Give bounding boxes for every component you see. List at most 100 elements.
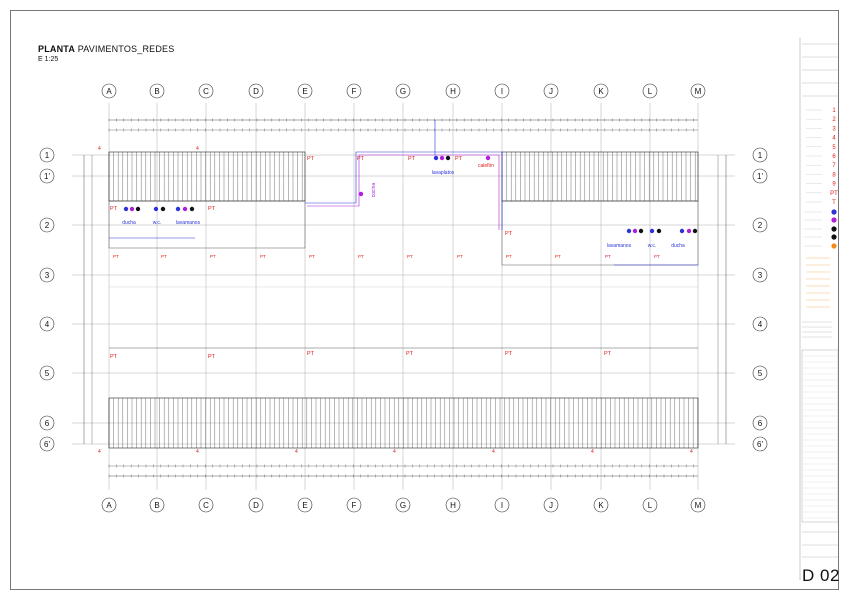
grid-bubble-right-1-label: 1' — [757, 172, 763, 181]
grid-bubble-bottom-C-label: C — [203, 501, 209, 510]
legend-number-1: 2 — [832, 117, 836, 123]
legend-number-6: 7 — [832, 163, 836, 169]
fixture-point — [686, 228, 692, 234]
grid-bubble-bottom-E-label: E — [302, 501, 307, 510]
grid-bubble-left-7-label: 6' — [44, 440, 50, 449]
grid-bubble-left-0-label: 1 — [45, 151, 50, 160]
dimension-lines — [83, 118, 727, 478]
room-outline — [108, 200, 306, 249]
grid-bubble-bottom-I-circle — [494, 497, 510, 513]
fixture-label-lavaplatos: lavaplatos — [432, 170, 455, 176]
grid-bubble-top-E-label: E — [302, 87, 307, 96]
pt-marker: PT — [605, 254, 611, 259]
grid-bubbles: A A B B C C D D E E F F G G H H I I J J K K L L M M 1 1 1' 1' 2 2 3 3 4 4 5 5… — [39, 83, 768, 513]
pt-marker: PT — [358, 254, 364, 259]
grid-bubble-bottom-C-circle — [198, 497, 214, 513]
grid-bubble-right-2-label: 2 — [758, 221, 763, 230]
grid-bubble-right-5-label: 5 — [758, 369, 763, 378]
grid-bubble-left-5-circle — [39, 365, 55, 381]
marker-four: 4 — [492, 449, 495, 455]
fixture-label-cocina: cocina — [371, 183, 377, 198]
legend-number-10: T — [832, 200, 836, 206]
grid-bubble-bottom-L-circle — [642, 497, 658, 513]
grid-bubble-left-1-circle — [39, 168, 55, 184]
pt-marker: PT — [555, 254, 561, 259]
grid-bubble-bottom-A-label: A — [106, 501, 112, 510]
deck-outline — [501, 151, 699, 202]
pt-marker: PT — [307, 351, 315, 357]
legend-dot — [831, 226, 837, 232]
pt-marker: PT — [505, 231, 513, 237]
grid-bubble-left-4-label: 4 — [45, 320, 50, 329]
deck-boards — [108, 151, 699, 449]
fixture-point — [632, 228, 638, 234]
legend-number-8: 9 — [832, 182, 836, 188]
fixture-point — [123, 206, 129, 212]
legend-dot — [831, 243, 837, 249]
grid-bubble-top-F-label: F — [352, 87, 357, 96]
grid-bubble-top-H-circle — [445, 83, 461, 99]
grid-bubble-top-D-label: D — [253, 87, 259, 96]
fixture-point — [485, 155, 491, 161]
fixture-point — [358, 191, 364, 197]
grid-bubble-top-G-circle — [395, 83, 411, 99]
grid-bubble-top-A-label: A — [106, 87, 112, 96]
grid-bubble-top-J-circle — [543, 83, 559, 99]
grid-bubble-right-0-circle — [752, 147, 768, 163]
pt-marker: PT — [210, 254, 216, 259]
grid-bubble-top-A-circle — [101, 83, 117, 99]
fixture-point — [445, 155, 451, 161]
legend-number-7: 8 — [832, 172, 836, 178]
sidebar-legend: 1 2 3 4 5 6 7 8 9 PT T — [799, 38, 839, 580]
fixture-point — [129, 206, 135, 212]
fixture-point — [649, 228, 655, 234]
marker-four: 4 — [295, 449, 298, 455]
grid-bubble-left-0-circle — [39, 147, 55, 163]
grid-bubble-top-L-circle — [642, 83, 658, 99]
fixture-point — [626, 228, 632, 234]
grid-bubble-top-K-circle — [593, 83, 609, 99]
drawing-title: PLANTA PAVIMENTOS_REDES — [38, 44, 175, 54]
pt-markers: PT PT PT PT PT PT PT PT PT PT PT PT PT PT PT PT PT PT PT PT… — [98, 146, 693, 455]
pt-marker: PT — [457, 254, 463, 259]
pt-marker: PT — [408, 156, 416, 162]
grid-bubble-top-L-label: L — [648, 87, 653, 96]
fixture-point — [175, 206, 181, 212]
pt-marker: PT — [455, 156, 463, 162]
fixture-points: ducha w.c. lavamanos lavaplatos calefón cocin… — [122, 155, 698, 249]
legend-number-9: PT — [830, 191, 838, 197]
grid-bubble-bottom-K-circle — [593, 497, 609, 513]
grid-bubble-top-H-label: H — [450, 87, 456, 96]
grid-bubble-bottom-E-circle — [297, 497, 313, 513]
marker-four: 4 — [98, 449, 101, 455]
grid-bubble-top-K-label: K — [598, 87, 604, 96]
legend-number-3: 4 — [832, 136, 836, 142]
room-outline — [501, 200, 699, 266]
marker-four: 4 — [196, 449, 199, 455]
grid-bubble-right-4-circle — [752, 316, 768, 332]
grid-bubble-right-2-circle — [752, 217, 768, 233]
grid-bubble-right-6-label: 6 — [758, 419, 763, 428]
fixture-point — [135, 206, 141, 212]
pt-marker: PT — [309, 254, 315, 259]
fixture-point — [692, 228, 698, 234]
grid-bubble-bottom-G-label: G — [400, 501, 406, 510]
grid-bubble-right-6-circle — [752, 415, 768, 431]
fixture-point — [160, 206, 166, 212]
pt-marker: PT — [110, 206, 118, 212]
grid-bubble-left-6-label: 6 — [45, 419, 50, 428]
grid-bubble-left-6-circle — [39, 415, 55, 431]
pt-marker: PT — [357, 156, 365, 162]
grid-bubble-left-5-label: 5 — [45, 369, 50, 378]
sheet-number: D 02 — [802, 566, 840, 585]
grid-bubble-bottom-M-label: M — [695, 501, 702, 510]
fixture-label-wc: w.c. — [648, 243, 657, 249]
legend-number-4: 5 — [832, 145, 836, 151]
pt-marker: PT — [307, 156, 315, 162]
grid-bubble-right-3-label: 3 — [758, 271, 763, 280]
legend-dot — [831, 217, 837, 223]
fixture-point — [439, 155, 445, 161]
fixture-label-lavamanos: lavamanos — [607, 243, 632, 249]
marker-four: 4 — [98, 146, 101, 152]
grid-bubble-bottom-D-circle — [248, 497, 264, 513]
